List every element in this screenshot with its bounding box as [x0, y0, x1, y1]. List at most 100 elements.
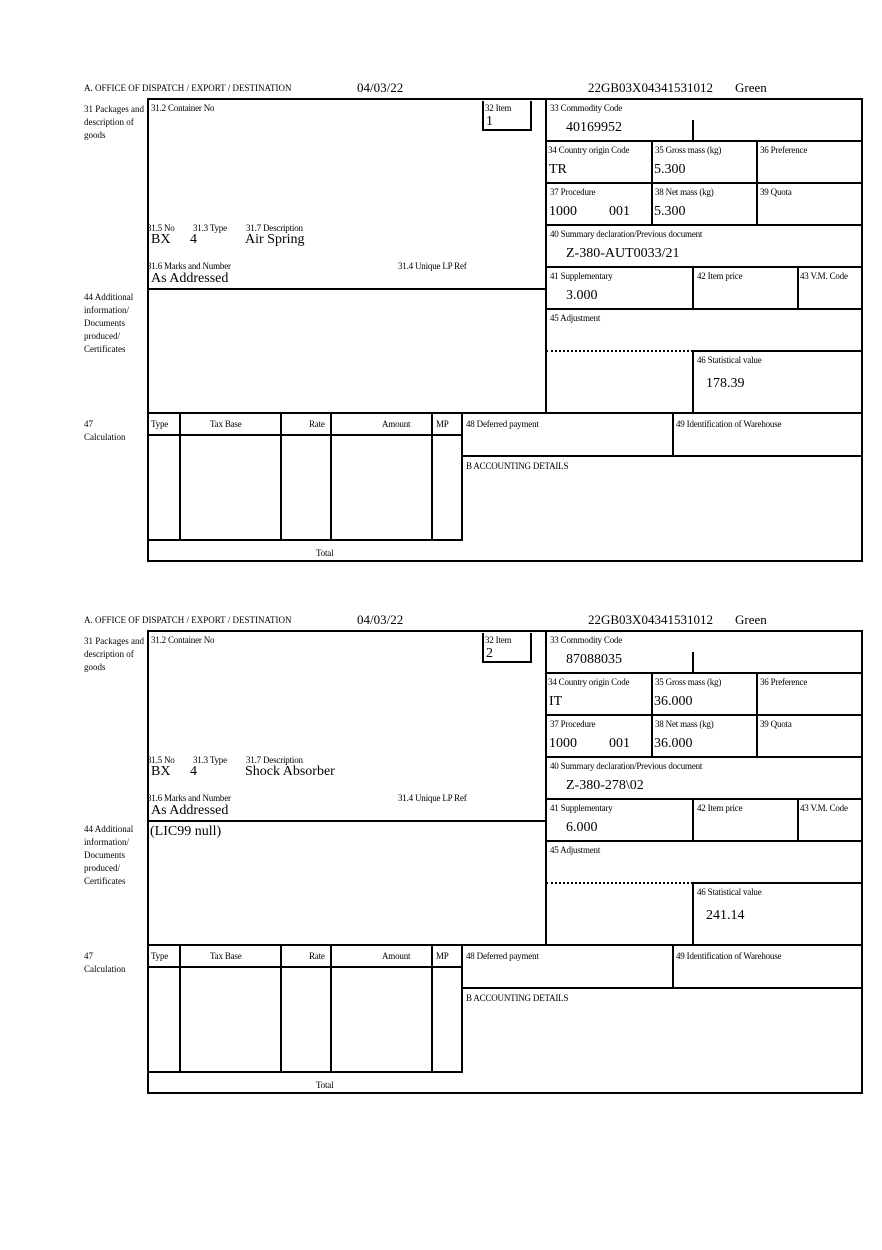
marks-value: As Addressed: [151, 271, 229, 286]
marks-label: 31.6 Marks and Number: [147, 793, 231, 803]
type-label: 31.3 Type: [193, 223, 227, 233]
preference-label: 36 Preference: [760, 145, 808, 155]
divider: [546, 266, 862, 268]
accounting-details-label: B ACCOUNTING DETAILS: [466, 993, 569, 1003]
col-tax-base-header: Tax Base: [210, 419, 242, 429]
calculation-label: 47 Calculation: [84, 951, 126, 974]
col-rate-header: Rate: [309, 419, 325, 429]
divider: [672, 945, 674, 988]
procedure-code: 1000: [549, 736, 577, 751]
procedure-label: 37 Procedure: [550, 187, 596, 197]
divider: [546, 798, 862, 800]
additional-info-label: 44 Additional information/ Documents pro…: [84, 824, 134, 886]
summary-doc: Z-380-AUT0033/21: [566, 246, 680, 261]
procedure-additional: 001: [609, 204, 630, 219]
divider: [147, 630, 863, 632]
description-label: 31.7 Description: [246, 223, 303, 233]
divider: [861, 630, 863, 1094]
marks-label: 31.6 Marks and Number: [147, 261, 231, 271]
status: Green: [735, 80, 767, 95]
net-mass-label: 38 Net mass (kg): [655, 187, 714, 197]
commodity-code: 87088035: [566, 652, 622, 667]
divider: [693, 882, 862, 884]
unique-lp-label: 31.4 Unique LP Ref: [398, 793, 467, 803]
adjustment-label: 45 Adjustment: [550, 845, 601, 855]
reference-number: 22GB03X04341531012: [588, 612, 713, 627]
dotted-divider: [546, 350, 693, 352]
divider: [147, 412, 863, 414]
dotted-divider: [546, 882, 693, 884]
vm-code-label: 43 V.M. Code: [800, 271, 848, 281]
office-label: A. OFFICE OF DISPATCH / EXPORT / DESTINA…: [84, 615, 292, 625]
total-label: Total: [316, 1080, 334, 1090]
country-value: IT: [549, 694, 563, 709]
net-mass: 36.000: [654, 736, 693, 751]
packages-label: 31 Packages and description of goods: [84, 104, 144, 140]
divider: [756, 140, 758, 224]
divider: [546, 672, 862, 674]
goods-description: Shock Absorber: [245, 764, 335, 779]
divider: [431, 945, 433, 1072]
summary-doc-label: 40 Summary declaration/Previous document: [550, 229, 703, 239]
additional-info-label: 44 Additional information/ Documents pro…: [84, 292, 134, 354]
divider: [797, 798, 799, 840]
divider: [147, 820, 546, 822]
additional-info-value: (LIC99 null): [150, 824, 222, 839]
date: 04/03/22: [357, 612, 404, 627]
commodity-code-label: 33 Commodity Code: [550, 103, 623, 113]
reference-number: 22GB03X04341531012: [588, 80, 713, 95]
dotted-divider: [545, 350, 547, 412]
col-type-header: Type: [151, 951, 169, 961]
divider: [147, 944, 863, 946]
divider: [147, 560, 863, 562]
item-box: [482, 101, 532, 131]
divider: [179, 945, 181, 1072]
item-price-label: 42 Item price: [697, 271, 743, 281]
unique-lp-label: 31.4 Unique LP Ref: [398, 261, 467, 271]
office-label: A. OFFICE OF DISPATCH / EXPORT / DESTINA…: [84, 83, 292, 93]
divider: [546, 224, 862, 226]
divider: [147, 630, 149, 1094]
item-label: 32 Item: [485, 635, 512, 645]
statistical-value: 178.39: [706, 376, 745, 391]
procedure-code: 1000: [549, 204, 577, 219]
status: Green: [735, 612, 767, 627]
date: 04/03/22: [357, 80, 404, 95]
quota-label: 39 Quota: [760, 187, 792, 197]
calculation-label: 47 Calculation: [84, 419, 126, 442]
item-price-label: 42 Item price: [697, 803, 743, 813]
marks-value: As Addressed: [151, 803, 229, 818]
vm-code-label: 43 V.M. Code: [800, 803, 848, 813]
description-label: 31.7 Description: [246, 755, 303, 765]
summary-doc-label: 40 Summary declaration/Previous document: [550, 761, 703, 771]
divider: [692, 798, 694, 840]
procedure-additional: 001: [609, 736, 630, 751]
quota-label: 39 Quota: [760, 719, 792, 729]
divider: [147, 434, 463, 436]
divider: [330, 945, 332, 1072]
divider: [692, 120, 694, 140]
container-no-label: 31.2 Container No: [151, 635, 215, 645]
net-mass: 5.300: [654, 204, 686, 219]
divider: [147, 1071, 463, 1073]
declaration-item-block: A. OFFICE OF DISPATCH / EXPORT / DESTINA…: [0, 0, 882, 562]
divider: [431, 413, 433, 540]
gross-mass: 36.000: [654, 694, 693, 709]
divider: [693, 350, 862, 352]
divider: [546, 140, 862, 142]
deferred-payment-label: 48 Deferred payment: [466, 951, 539, 961]
divider: [692, 350, 694, 412]
dotted-divider: [545, 882, 547, 944]
package-count: 4: [190, 764, 197, 779]
divider: [692, 882, 694, 944]
divider: [546, 840, 862, 842]
divider: [461, 413, 463, 540]
divider: [546, 182, 862, 184]
divider: [545, 630, 547, 946]
package-kind: BX: [151, 764, 171, 779]
supplementary-label: 41 Supplementary: [550, 271, 613, 281]
col-mp-header: MP: [436, 419, 449, 429]
divider: [147, 1092, 863, 1094]
divider: [147, 288, 546, 290]
divider: [861, 98, 863, 562]
